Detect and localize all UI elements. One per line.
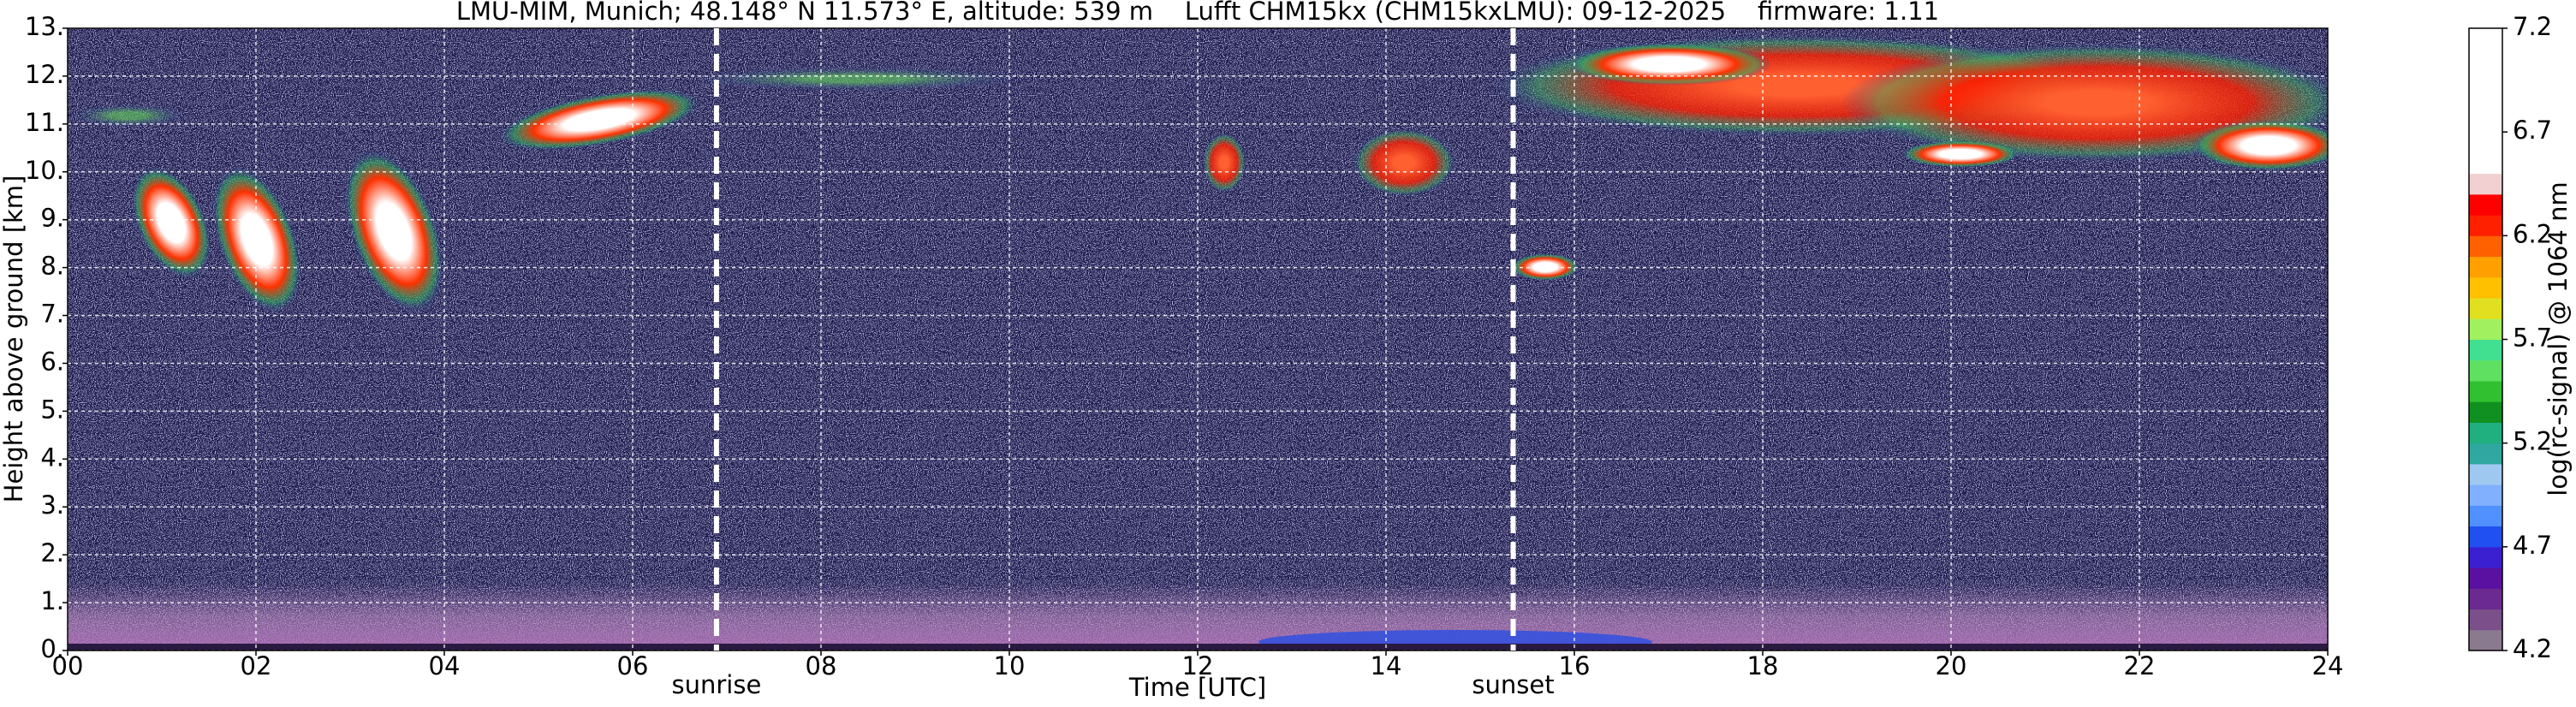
colorbar-swatch <box>2469 152 2502 175</box>
colorbar-swatch <box>2469 256 2502 278</box>
x-tick-label: 04 <box>429 651 461 680</box>
cloud-echo <box>1567 43 1772 86</box>
colorbar-swatch <box>2469 401 2502 423</box>
colorbar-swatch <box>2469 422 2502 444</box>
colorbar-swatch <box>2469 69 2502 92</box>
y-tick-label: 13. <box>25 12 64 41</box>
colorbar-swatch <box>2469 463 2502 485</box>
y-tick-label: 1. <box>40 586 64 615</box>
colorbar-swatch <box>2469 609 2502 631</box>
x-tick-label: 00 <box>52 651 84 680</box>
colorbar-swatch <box>2469 546 2502 568</box>
colorbar-tick-label: 5.2 <box>2513 427 2552 456</box>
chart-title: LMU-MIM, Munich; 48.148° N 11.573° E, al… <box>456 0 1939 26</box>
colorbar-swatch <box>2469 173 2502 195</box>
y-tick-label: 9. <box>40 204 64 233</box>
colorbar-swatch <box>2469 505 2502 527</box>
cloud-echo <box>1353 128 1455 197</box>
backscatter-field <box>68 28 2328 651</box>
y-tick-label: 10. <box>25 156 64 185</box>
x-tick-label: 22 <box>2124 651 2156 680</box>
x-tick-label: 02 <box>241 651 272 680</box>
x-tick-label: 16 <box>1559 651 1591 680</box>
cloud-echo <box>685 67 1027 91</box>
colorbar-swatch <box>2469 588 2502 610</box>
colorbar-swatch <box>2469 629 2502 651</box>
colorbar-swatch <box>2469 49 2502 70</box>
cloud-echo <box>2192 120 2328 171</box>
colorbar-tick-label: 6.2 <box>2513 219 2552 248</box>
colorbar-swatch <box>2469 28 2502 50</box>
y-tick-label: 6. <box>40 347 64 376</box>
y-tick-label: 0. <box>40 634 64 663</box>
cloud-echoes <box>68 34 2328 313</box>
x-tick-label: 24 <box>2312 651 2344 680</box>
colorbar-swatch <box>2469 193 2502 216</box>
x-tick-label: 14 <box>1371 651 1402 680</box>
annotation-label: sunset <box>1472 670 1554 699</box>
x-axis-label: Time [UTC] <box>1128 673 1266 702</box>
y-axis-label: Height above ground [km] <box>0 175 28 503</box>
y-tick-label: 11. <box>25 108 64 137</box>
annotation-label: sunrise <box>671 670 761 699</box>
colorbar-swatch <box>2469 110 2502 133</box>
colorbar-swatch <box>2469 276 2502 299</box>
y-tick-label: 5. <box>40 395 64 424</box>
colorbar-tick-label: 7.2 <box>2513 12 2552 41</box>
x-tick-label: 08 <box>806 651 837 680</box>
y-tick-label: 4. <box>40 443 64 472</box>
colorbar-swatch <box>2469 443 2502 465</box>
cloud-echo <box>68 104 188 128</box>
colorbar-swatch <box>2469 132 2502 153</box>
x-tick-label: 10 <box>994 651 1026 680</box>
colorbar-tick-label: 5.7 <box>2513 324 2552 353</box>
colorbar-swatch <box>2469 484 2502 506</box>
cloud-echo <box>211 166 302 313</box>
colorbar-swatch <box>2469 215 2502 236</box>
x-tick-label: 20 <box>1936 651 1967 680</box>
colorbar-swatch <box>2469 339 2502 361</box>
plot-frame <box>67 27 2329 651</box>
x-tick-label: 06 <box>617 651 649 680</box>
colorbar-label: log(rc-signal) @ 1064 nm <box>2543 181 2573 496</box>
colorbar-swatch <box>2469 359 2502 382</box>
colorbar-swatch <box>2469 526 2502 548</box>
y-tick-label: 12. <box>25 60 64 89</box>
y-tick-label: 8. <box>40 252 64 281</box>
colorbar-swatch <box>2469 318 2502 340</box>
cloud-echo <box>1203 133 1246 193</box>
colorbar-swatch <box>2469 567 2502 589</box>
colorbar-swatch <box>2469 235 2502 258</box>
colorbar-tick-label: 6.7 <box>2513 116 2552 145</box>
colorbar-swatch <box>2469 380 2502 402</box>
cloud-echo <box>497 88 701 152</box>
x-tick-label: 12 <box>1182 651 1214 680</box>
cloud-echo <box>343 149 444 313</box>
colorbar-swatch <box>2469 90 2502 112</box>
colorbar-tick-label: 4.2 <box>2513 634 2552 663</box>
cloud-echo <box>1901 140 2020 168</box>
cloud-echo <box>131 166 211 279</box>
colorbar-tick-label: 4.7 <box>2513 531 2552 560</box>
y-tick-label: 3. <box>40 490 64 520</box>
y-tick-label: 2. <box>40 538 64 567</box>
x-tick-label: 18 <box>1747 651 1779 680</box>
cloud-echo <box>1511 253 1580 281</box>
y-tick-label: 7. <box>40 300 64 329</box>
colorbar-swatch <box>2469 298 2502 319</box>
